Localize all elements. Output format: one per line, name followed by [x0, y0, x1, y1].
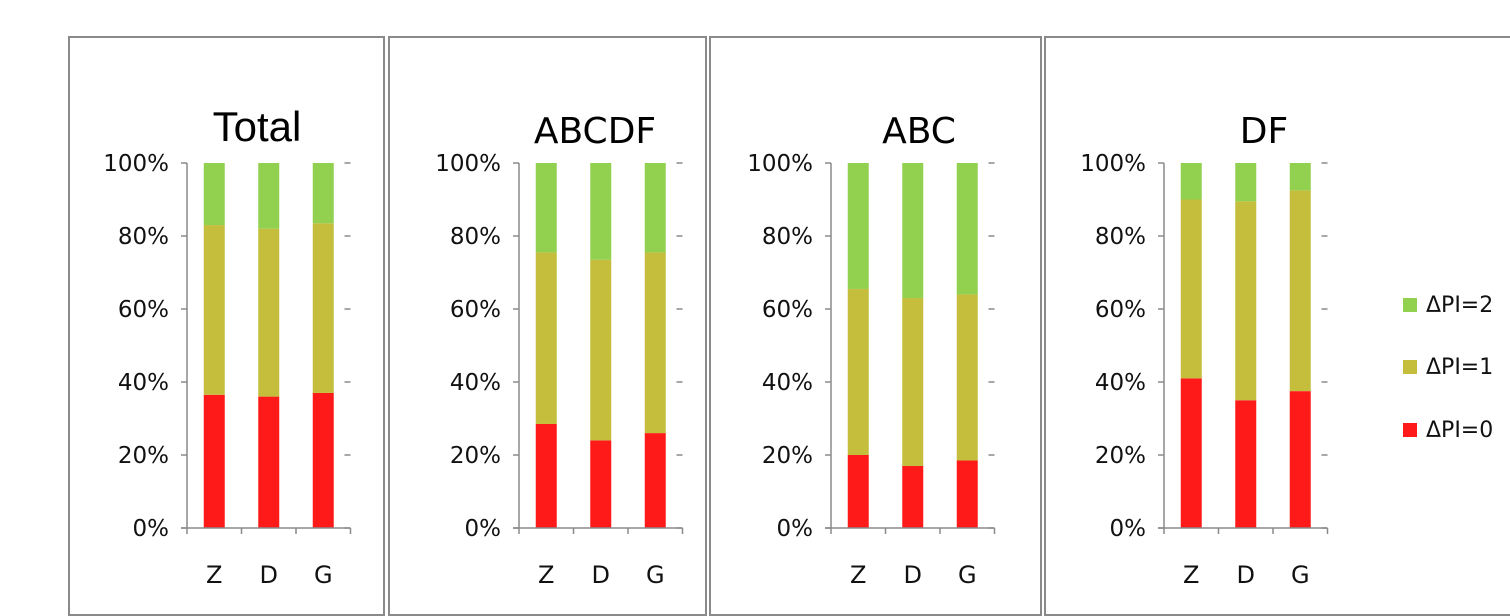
- y-tick-label: 80%: [1095, 224, 1146, 250]
- bar-dpi-0-d: [902, 465, 924, 528]
- bar-dpi-2-g: [956, 163, 978, 295]
- x-tick-label: Z: [206, 561, 222, 589]
- legend-label-dpi1: ΔPI=1: [1426, 354, 1494, 380]
- y-tick-label: 0%: [777, 516, 814, 542]
- bar-dpi-1-g: [956, 294, 978, 461]
- y-tick-label: 80%: [450, 224, 501, 250]
- x-tick-label: G: [314, 561, 333, 589]
- y-tick-label: 100%: [747, 151, 813, 177]
- y-tick-label: 100%: [1080, 151, 1146, 177]
- bar-dpi-2-z: [203, 163, 225, 226]
- bar-dpi-2-z: [1180, 163, 1202, 200]
- bar-dpi-1-d: [590, 259, 612, 441]
- bar-dpi-2-g: [1289, 163, 1311, 191]
- chart-abcdf: ABCDF Z D G 0% 20% 40% 60% 80% 100%: [435, 111, 684, 589]
- bar-dpi-1-d: [902, 298, 924, 466]
- bar-dpi-1-z: [535, 252, 557, 424]
- bar-dpi-2-z: [847, 163, 869, 289]
- y-tick-label: 0%: [1110, 516, 1147, 542]
- chart-title: ABC: [882, 111, 956, 152]
- y-tick-label: 60%: [450, 297, 501, 323]
- y-tick-label: 20%: [762, 443, 813, 469]
- bar-dpi-1-d: [258, 228, 280, 397]
- y-tick-label: 0%: [133, 516, 170, 542]
- y-tick-label: 100%: [435, 151, 501, 177]
- y-tick-label: 40%: [762, 370, 813, 396]
- panel-abc: ABC Z D G 0% 20% 40% 60% 80% 100%: [709, 36, 1042, 616]
- panel-total: Total Z D G 0% 20% 40% 60% 80% 100%: [68, 36, 385, 616]
- x-tick-label: D: [904, 561, 922, 589]
- y-tick-label: 40%: [118, 370, 169, 396]
- panel-abcdf: ABCDF Z D G 0% 20% 40% 60% 80% 100%: [388, 36, 707, 616]
- legend-label-dpi0: ΔPI=0: [1426, 417, 1494, 443]
- x-tick-label: D: [260, 561, 278, 589]
- y-tick-label: 60%: [1095, 297, 1146, 323]
- bar-dpi-0-g: [644, 433, 666, 528]
- bar-dpi-2-g: [312, 163, 334, 224]
- y-tick-label: 20%: [1095, 443, 1146, 469]
- bar-dpi-2-d: [590, 163, 612, 260]
- bar-dpi-0-g: [1289, 391, 1311, 528]
- y-tick-label: 40%: [1095, 370, 1146, 396]
- bar-dpi-1-d: [1235, 201, 1257, 401]
- legend-swatch-dpi2: [1403, 298, 1417, 312]
- chart-df: DF Z D G 0% 20% 40% 60% 80% 100%: [1080, 111, 1329, 589]
- legend-label-dpi2: ΔPI=2: [1426, 292, 1494, 318]
- bar-dpi-0-d: [1235, 400, 1257, 528]
- y-tick-label: 80%: [762, 224, 813, 250]
- bar-dpi-2-g: [644, 163, 666, 253]
- chart-total: Total Z D G 0% 20% 40% 60% 80% 100%: [103, 103, 352, 589]
- bar-dpi-0-z: [203, 394, 225, 528]
- y-tick-label: 20%: [118, 443, 169, 469]
- y-tick-label: 0%: [465, 516, 502, 542]
- y-tick-label: 80%: [118, 224, 169, 250]
- bar-dpi-1-g: [644, 252, 666, 434]
- bar-dpi-0-g: [312, 392, 334, 528]
- chart-abc: ABC Z D G 0% 20% 40% 60% 80% 100%: [747, 111, 996, 589]
- bar-dpi-0-z: [847, 455, 869, 528]
- bar-dpi-1-z: [203, 225, 225, 395]
- legend-item-dpi2: ΔPI=2: [1403, 290, 1493, 320]
- y-tick-label: 60%: [118, 297, 169, 323]
- x-tick-label: G: [958, 561, 977, 589]
- bar-dpi-0-z: [1180, 378, 1202, 528]
- bar-dpi-0-d: [258, 396, 280, 528]
- chart-title: Total: [213, 103, 302, 150]
- bar-dpi-1-g: [1289, 190, 1311, 392]
- x-tick-label: Z: [538, 561, 554, 589]
- bar-dpi-2-d: [902, 163, 924, 299]
- bar-dpi-1-z: [847, 288, 869, 455]
- legend-item-dpi0: ΔPI=0: [1403, 415, 1493, 445]
- legend-swatch-dpi0: [1403, 423, 1417, 437]
- chart-title: DF: [1240, 111, 1288, 152]
- bar-dpi-2-d: [258, 163, 280, 229]
- bar-dpi-0-d: [590, 440, 612, 528]
- y-tick-label: 20%: [450, 443, 501, 469]
- bar-dpi-0-z: [535, 423, 557, 528]
- bar-dpi-1-z: [1180, 199, 1202, 379]
- panel-df: DF Z D G 0% 20% 40% 60% 80% 100%: [1044, 36, 1510, 616]
- chart-title: ABCDF: [534, 111, 656, 152]
- legend-swatch-dpi1: [1403, 360, 1417, 374]
- bar-dpi-1-g: [312, 223, 334, 393]
- bar-dpi-2-d: [1235, 163, 1257, 202]
- x-tick-label: Z: [850, 561, 866, 589]
- x-tick-label: D: [1237, 561, 1255, 589]
- legend-item-dpi1: ΔPI=1: [1403, 352, 1493, 382]
- y-tick-label: 40%: [450, 370, 501, 396]
- x-tick-label: G: [1291, 561, 1310, 589]
- y-tick-label: 100%: [103, 151, 169, 177]
- bar-dpi-2-z: [535, 163, 557, 253]
- x-tick-label: D: [592, 561, 610, 589]
- bar-dpi-0-g: [956, 460, 978, 528]
- x-tick-label: G: [646, 561, 665, 589]
- x-tick-label: Z: [1183, 561, 1199, 589]
- y-tick-label: 60%: [762, 297, 813, 323]
